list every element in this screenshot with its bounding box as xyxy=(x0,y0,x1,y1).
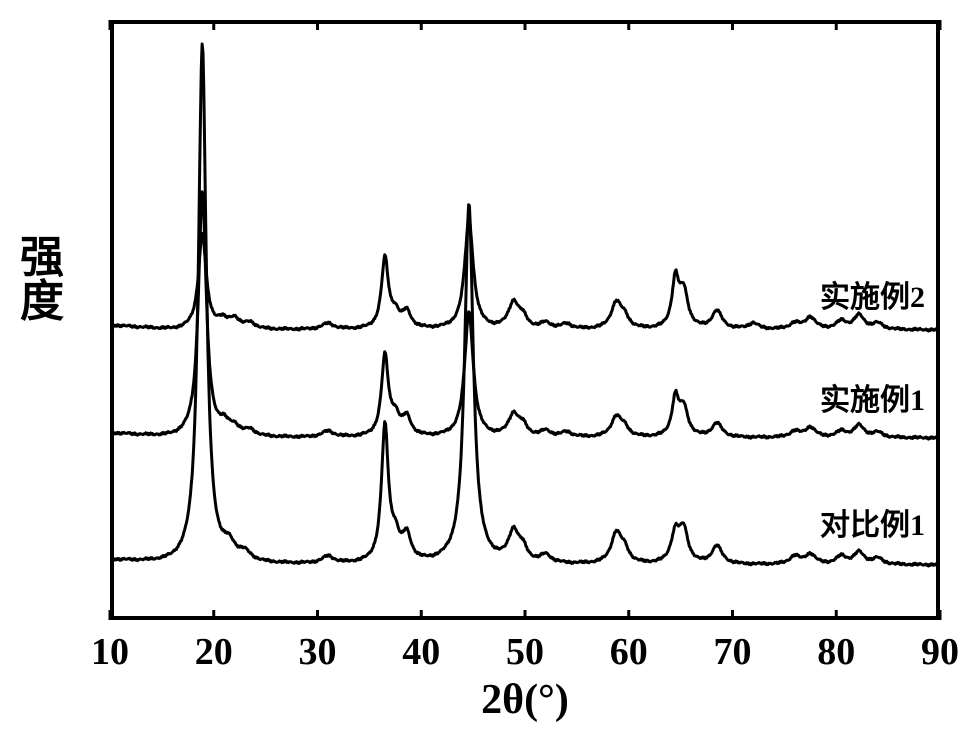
x-tick-label: 40 xyxy=(391,630,451,674)
x-tick-label: 60 xyxy=(599,630,659,674)
y-axis-label-char2: 度 xyxy=(20,280,64,324)
x-tick-label: 50 xyxy=(495,630,555,674)
y-axis-label: 强 度 xyxy=(20,236,64,324)
series-line-example-2 xyxy=(110,219,940,331)
x-tick-label: 90 xyxy=(910,630,966,674)
x-tick-label: 70 xyxy=(703,630,763,674)
x-tick-label: 20 xyxy=(184,630,244,674)
series-label-example-2: 实施例2 xyxy=(820,272,925,316)
xrd-figure: 强 度 2θ(°) 对比例1 实施例1 实施例2 10 20 30 40 50 … xyxy=(0,0,966,741)
series-label-comparative-1: 对比例1 xyxy=(820,500,925,544)
x-tick-label: 80 xyxy=(806,630,866,674)
x-axis-label: 2θ(°) xyxy=(425,676,625,724)
x-tick-label: 10 xyxy=(80,630,140,674)
series-label-example-1: 实施例1 xyxy=(820,375,925,419)
series-line-comparative-1 xyxy=(110,44,940,566)
y-axis-label-char1: 强 xyxy=(20,236,64,280)
x-tick-label: 30 xyxy=(288,630,348,674)
